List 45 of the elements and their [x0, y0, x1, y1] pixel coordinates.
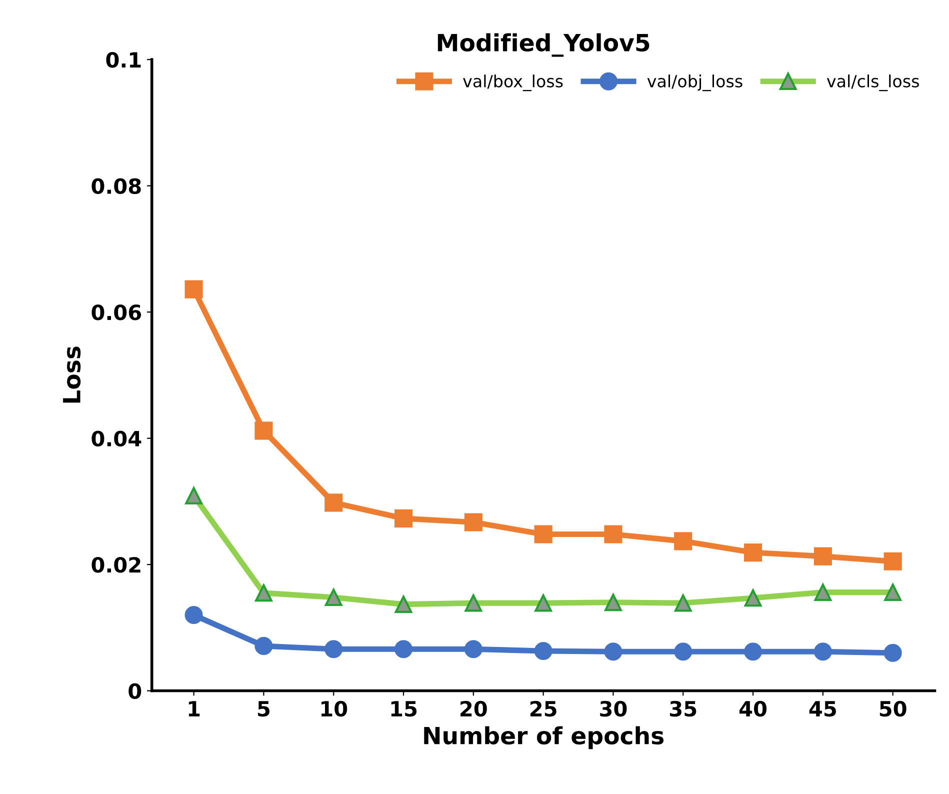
point [254, 636, 273, 655]
x-tick-label: 50 [880, 700, 906, 717]
y-tick-label: 0.06 [92, 304, 141, 320]
point [324, 494, 343, 512]
point [394, 640, 413, 658]
point [254, 422, 273, 440]
point [814, 642, 832, 661]
x-tick-label: 45 [809, 701, 836, 717]
x-tick-label: 35 [670, 700, 696, 717]
y-tick-label: 0.02 [92, 556, 140, 573]
point [534, 525, 552, 544]
point [324, 640, 343, 658]
point [464, 640, 482, 658]
point [884, 552, 902, 570]
x-tick-label: 5 [258, 701, 270, 717]
point [184, 280, 203, 298]
point [674, 642, 692, 661]
y-tick-label: 0.1 [106, 52, 141, 68]
y-tick-label: 0 [128, 683, 142, 699]
point [604, 525, 622, 544]
legend-label: val/box_loss [463, 74, 563, 92]
point [674, 532, 692, 550]
point [534, 642, 552, 660]
x-tick-label: 10 [321, 700, 348, 717]
x-tick-label: 30 [600, 700, 627, 717]
x-axis-title: Number of epochs [424, 726, 664, 750]
legend-label: val/obj_loss [647, 74, 742, 92]
y-tick-label: 0.04 [92, 430, 142, 446]
point [184, 606, 203, 624]
point [464, 513, 482, 532]
y-tick-label: 0.08 [92, 178, 141, 194]
chart-title: Modified_Yolov5 [438, 33, 650, 57]
x-tick-label: 20 [460, 700, 487, 717]
point [604, 642, 622, 661]
point [394, 509, 413, 528]
point [744, 544, 762, 562]
y-axis-title: Loss [63, 346, 81, 403]
legend-label: val/cls_loss [826, 74, 919, 92]
x-tick-label: 15 [391, 701, 417, 717]
x-tick-label: 40 [739, 700, 767, 717]
point [744, 642, 762, 661]
x-tick-label: 25 [530, 700, 556, 717]
x-tick-label: 1 [188, 701, 200, 716]
point [884, 644, 902, 662]
point [814, 547, 832, 566]
